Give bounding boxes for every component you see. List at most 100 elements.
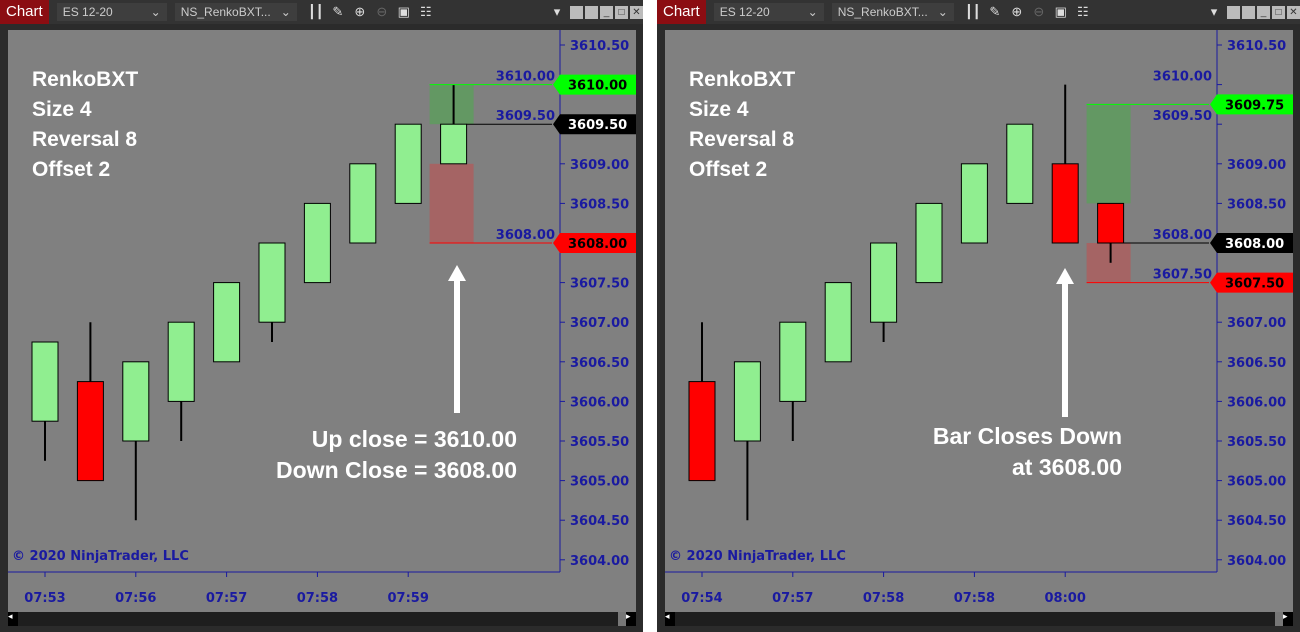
properties-icon[interactable]: ▣ bbox=[397, 4, 410, 19]
chart-tab[interactable]: Chart bbox=[0, 0, 49, 24]
price-tick-label: 3609.50 bbox=[496, 109, 555, 124]
price-marker-label: 3607.50 bbox=[1225, 277, 1284, 292]
price-tick-label: 3609.50 bbox=[1153, 109, 1212, 124]
zoom-out-icon[interactable]: ⊖ bbox=[1033, 4, 1045, 19]
tile-icon[interactable] bbox=[1227, 5, 1240, 19]
price-tick-label: 3606.00 bbox=[570, 395, 629, 410]
last-price-marker bbox=[553, 114, 636, 135]
data-box-icon[interactable]: ☷ bbox=[1076, 4, 1089, 19]
price-tick-label: 3608.50 bbox=[570, 197, 629, 212]
time-tick-label: 08:00 bbox=[1045, 591, 1086, 606]
zoom-in-icon[interactable]: ⊕ bbox=[354, 4, 366, 19]
tile-icon[interactable] bbox=[570, 5, 583, 19]
horizontal-scrollbar[interactable]: ◂ ▸ bbox=[665, 612, 1293, 626]
annotation-text: Up close = 3610.00 bbox=[312, 426, 517, 452]
price-tick-label: 3606.00 bbox=[1227, 395, 1286, 410]
scroll-thumb[interactable] bbox=[618, 612, 626, 626]
price-tick-label: 3608.50 bbox=[1227, 197, 1286, 212]
up-candle bbox=[1006, 123, 1034, 204]
pencil-icon[interactable]: ✎ bbox=[332, 4, 344, 19]
annotation-text: Down Close = 3608.00 bbox=[276, 457, 517, 483]
up-candle bbox=[915, 202, 943, 284]
price-tick-label: 3605.00 bbox=[1227, 475, 1286, 490]
scroll-right-icon[interactable]: ▸ bbox=[626, 612, 636, 626]
minimize-icon[interactable]: _ bbox=[600, 5, 613, 19]
price-tick-label: 3610.50 bbox=[1227, 39, 1286, 54]
pencil-icon[interactable]: ✎ bbox=[989, 4, 1001, 19]
up-candle bbox=[122, 361, 150, 442]
instrument-dropdown[interactable]: ES 12-20 ⌄ bbox=[713, 3, 824, 21]
price-marker-label: 3609.75 bbox=[1225, 98, 1284, 113]
chart-canvas: 3610.50 3610.00 3609.50 3609.00 3608.50 3608.… bbox=[8, 30, 636, 612]
properties-icon[interactable]: ▣ bbox=[1054, 4, 1067, 19]
maximize-icon[interactable]: □ bbox=[1272, 5, 1285, 19]
price-tick-label: 3610.00 bbox=[1153, 70, 1212, 85]
template-dropdown[interactable]: NS_RenkoBXT... ⌄ bbox=[831, 3, 954, 21]
maximize-icon[interactable]: □ bbox=[615, 5, 628, 19]
tile-icon[interactable] bbox=[585, 5, 598, 19]
copyright-text: © 2020 NinjaTrader, LLC bbox=[669, 549, 846, 564]
up-candle bbox=[733, 361, 761, 442]
close-icon[interactable]: ✕ bbox=[630, 5, 643, 19]
zoom-in-icon[interactable]: ⊕ bbox=[1011, 4, 1023, 19]
tile-icon[interactable] bbox=[1242, 5, 1255, 19]
scroll-left-icon[interactable]: ◂ bbox=[665, 612, 675, 626]
up-candle bbox=[870, 242, 898, 323]
down-price-marker bbox=[553, 233, 636, 253]
dropdown-arrow-icon[interactable]: ▾ bbox=[553, 4, 561, 19]
chevron-down-icon: ⌄ bbox=[280, 5, 291, 19]
scroll-right-icon[interactable]: ▸ bbox=[1283, 612, 1293, 626]
up-candle bbox=[31, 341, 59, 422]
price-marker-label: 3608.00 bbox=[1225, 237, 1284, 252]
arrow-up-icon bbox=[448, 265, 466, 281]
scroll-left-icon[interactable]: ◂ bbox=[8, 612, 18, 626]
price-tick-label: 3606.50 bbox=[570, 356, 629, 371]
chart-tab[interactable]: Chart bbox=[657, 0, 706, 24]
price-tick-label: 3604.50 bbox=[570, 514, 629, 529]
scroll-thumb[interactable] bbox=[1275, 612, 1283, 626]
price-marker-label: 3610.00 bbox=[568, 79, 627, 94]
time-tick-label: 07:58 bbox=[954, 591, 995, 606]
indicator-info-line: Reversal 8 bbox=[32, 128, 137, 151]
indicator-info-line: RenkoBXT bbox=[32, 68, 138, 91]
template-value: NS_RenkoBXT... bbox=[180, 5, 271, 19]
dropdown-arrow-icon[interactable]: ▾ bbox=[1210, 4, 1218, 19]
price-tick-label: 3609.00 bbox=[570, 158, 629, 173]
up-candle bbox=[349, 163, 377, 244]
up-price-marker bbox=[1210, 94, 1293, 115]
data-box-icon[interactable]: ☷ bbox=[419, 4, 432, 19]
price-tick-label: 3607.50 bbox=[1153, 268, 1212, 283]
minimize-icon[interactable]: _ bbox=[1257, 5, 1270, 19]
bars-icon[interactable]: ┃┃ bbox=[307, 4, 324, 19]
chart-background bbox=[8, 30, 636, 612]
price-tick-label: 3607.00 bbox=[570, 316, 629, 331]
indicator-info-line: Size 4 bbox=[689, 98, 749, 121]
horizontal-scrollbar[interactable]: ◂ ▸ bbox=[8, 612, 636, 626]
instrument-value: ES 12-20 bbox=[62, 5, 113, 19]
last-price-marker bbox=[1210, 233, 1293, 253]
price-tick-label: 3609.00 bbox=[1227, 158, 1286, 173]
price-tick-label: 3604.50 bbox=[1227, 514, 1286, 529]
annotation-text: at 3608.00 bbox=[1012, 454, 1122, 480]
down-candle bbox=[688, 381, 716, 482]
bars-icon[interactable]: ┃┃ bbox=[964, 4, 981, 19]
copyright-text: © 2020 NinjaTrader, LLC bbox=[12, 549, 189, 564]
projected-up-bar bbox=[1086, 104, 1131, 204]
arrow-up-icon bbox=[1056, 268, 1074, 284]
indicator-info-line: Size 4 bbox=[32, 98, 92, 121]
instrument-dropdown[interactable]: ES 12-20 ⌄ bbox=[56, 3, 167, 21]
price-tick-label: 3608.00 bbox=[1153, 228, 1212, 243]
down-candle bbox=[76, 381, 104, 482]
down-candle bbox=[1051, 163, 1079, 244]
up-candle bbox=[394, 123, 422, 204]
up-candle bbox=[440, 123, 468, 165]
indicator-info-line: Reversal 8 bbox=[689, 128, 794, 151]
template-dropdown[interactable]: NS_RenkoBXT... ⌄ bbox=[174, 3, 297, 21]
chevron-down-icon: ⌄ bbox=[937, 5, 948, 19]
chart-background bbox=[665, 30, 1293, 612]
close-icon[interactable]: ✕ bbox=[1287, 5, 1300, 19]
price-tick-label: 3607.50 bbox=[570, 277, 629, 292]
price-tick-label: 3605.50 bbox=[570, 435, 629, 450]
projected-down-bar bbox=[429, 163, 474, 243]
zoom-out-icon[interactable]: ⊖ bbox=[376, 4, 388, 19]
